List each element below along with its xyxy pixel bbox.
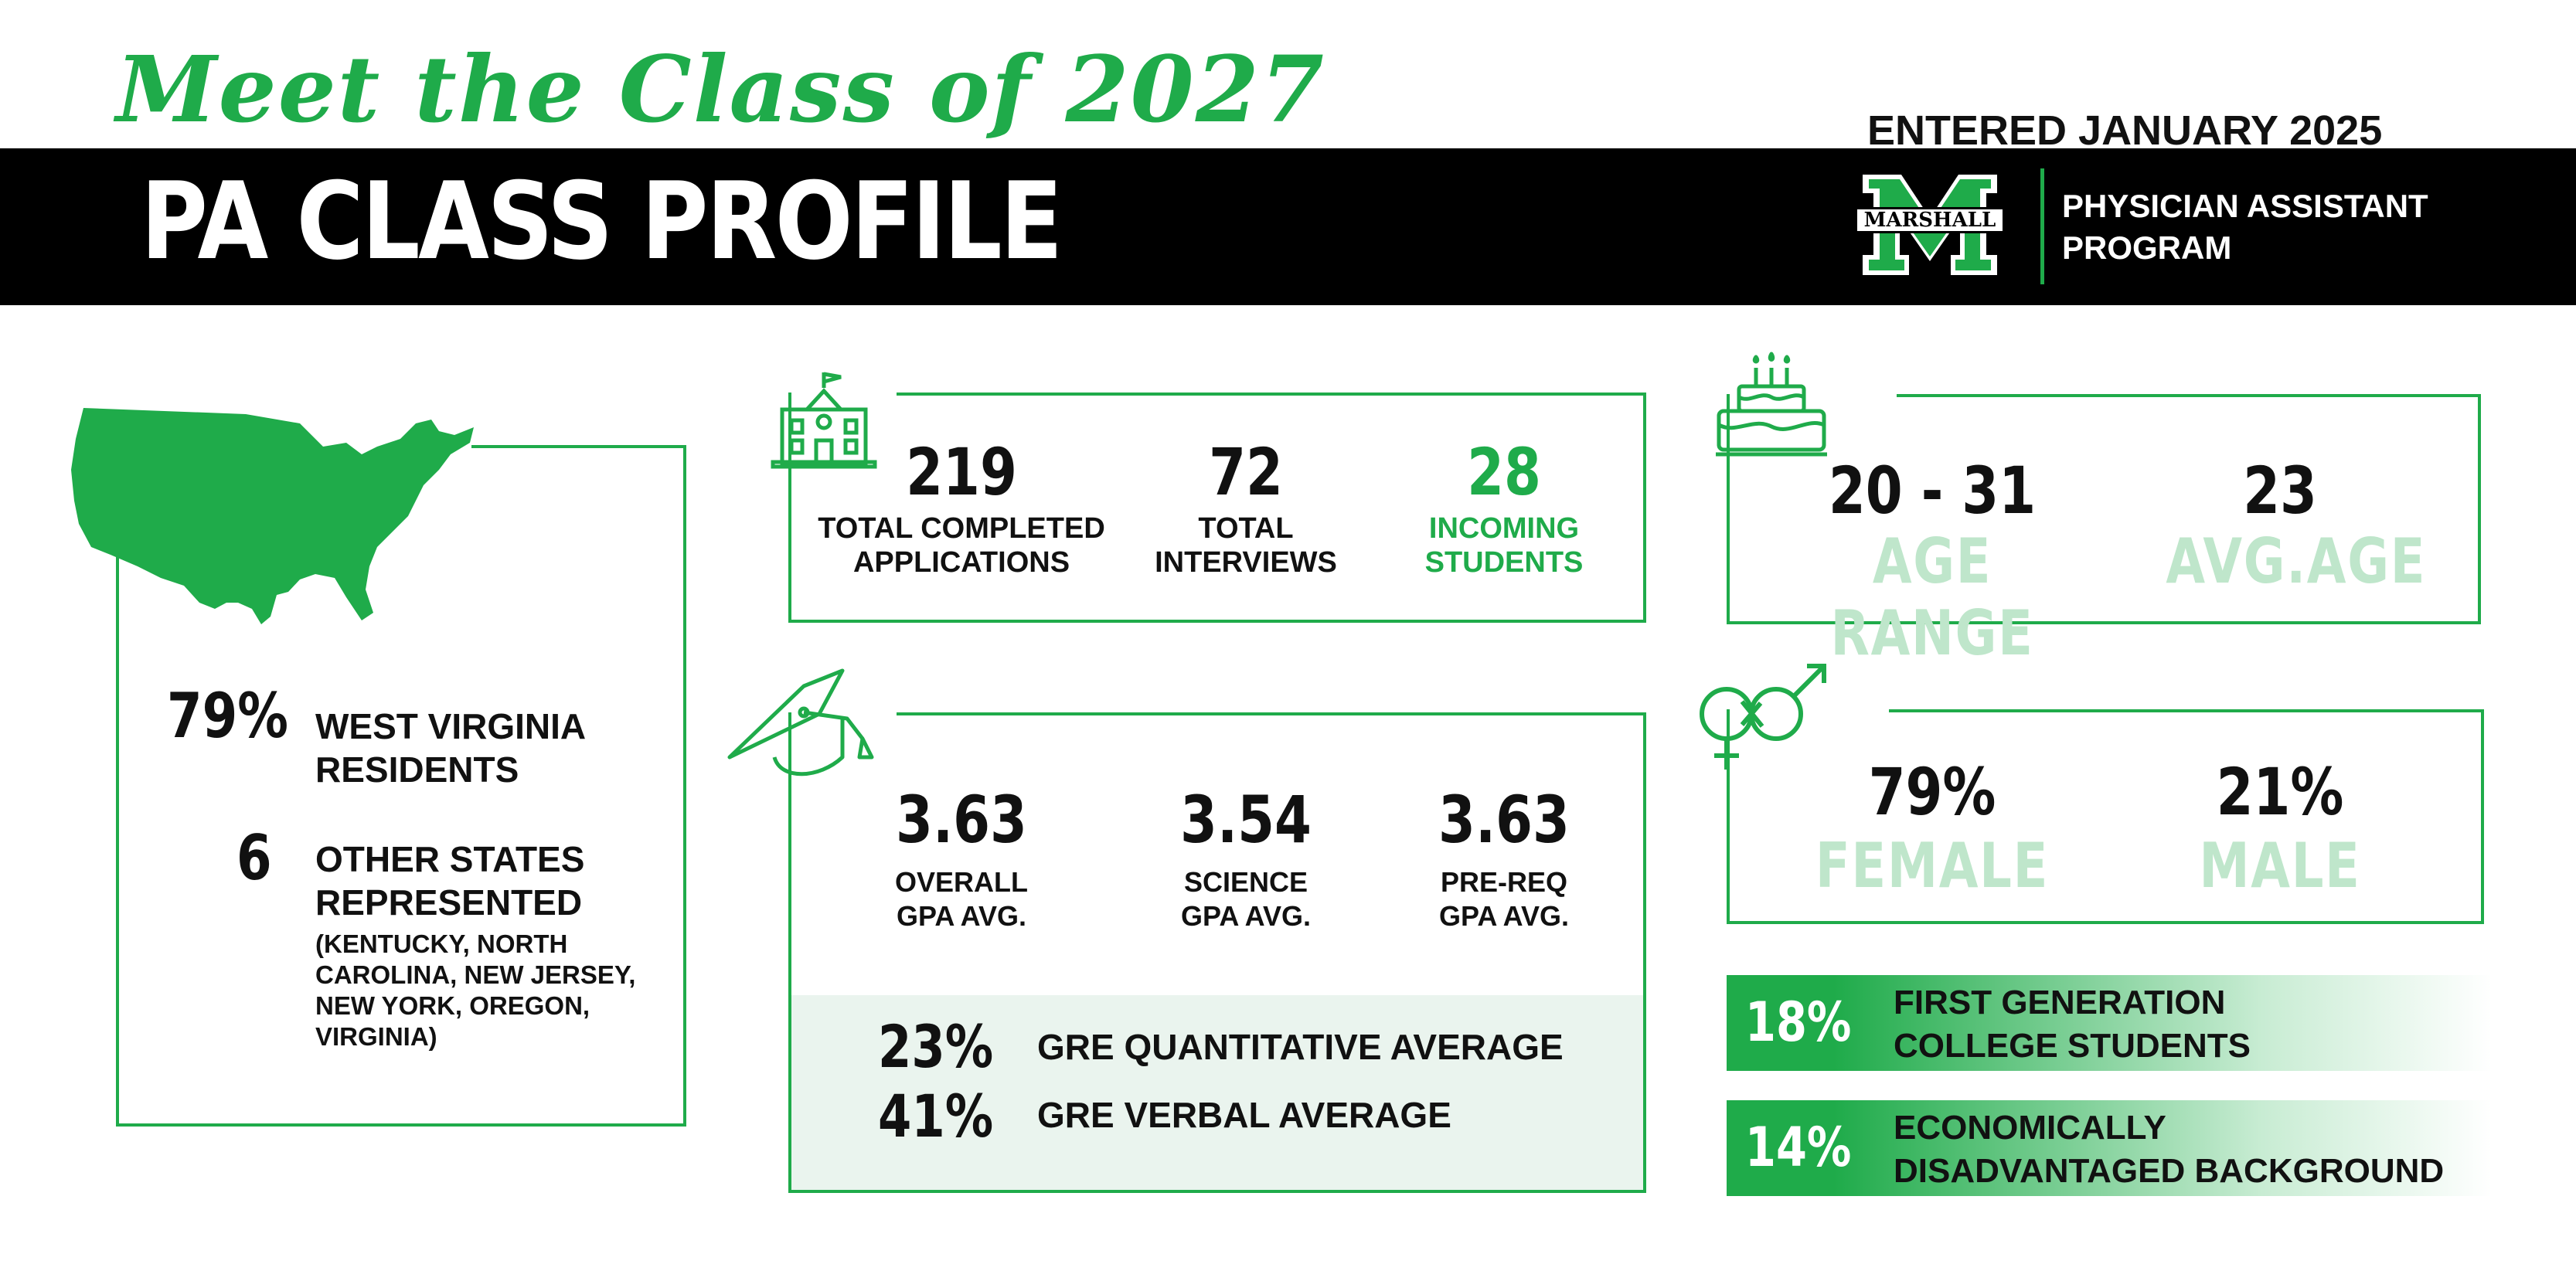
econ-line1: ECONOMICALLY — [1894, 1109, 2166, 1147]
program-name: PHYSICIAN ASSISTANT PROGRAM — [2062, 185, 2428, 269]
completed-label-line2: APPLICATIONS — [852, 546, 1070, 579]
birthday-cake-icon — [1713, 346, 1830, 462]
logo-text: MARSHALL — [1864, 209, 1996, 232]
applications-box — [788, 393, 1646, 623]
entered-date: ENTERED JANUARY 2025 — [1867, 107, 2383, 154]
overall-gpa-value: 3.63 — [896, 782, 1027, 858]
gender-box-top — [1889, 709, 2484, 712]
prereq-gpa-label: PRE-REQ GPA AVG. — [1365, 865, 1643, 933]
interviews-label-line2: INTERVIEWS — [1155, 546, 1337, 579]
first-gen-line2: COLLEGE STUDENTS — [1894, 1027, 2251, 1065]
incoming-students-label: INCOMING STUDENTS — [1365, 511, 1643, 579]
gender-box — [1727, 709, 2484, 924]
prereq-label-line2: GPA AVG. — [1438, 900, 1569, 932]
graduation-cap-icon — [727, 664, 889, 788]
states-line1: (KENTUCKY, NORTH — [315, 929, 568, 958]
gre-verbal-value: 41% — [878, 1082, 994, 1150]
age-box-top — [1897, 394, 2481, 397]
other-label-line2: REPRESENTED — [315, 882, 583, 923]
other-label-line1: OTHER STATES — [315, 839, 585, 879]
page-title: PA CLASS PROFILE — [141, 159, 1063, 284]
overall-label-line1: OVERALL — [894, 866, 1028, 898]
gre-verbal-label: GRE VERBAL AVERAGE — [1037, 1095, 1451, 1135]
marshall-logo: MARSHALL — [1855, 170, 2005, 280]
completed-applications-value: 219 — [906, 434, 1017, 510]
gender-icon — [1693, 660, 1855, 776]
gre-quant-value: 23% — [878, 1012, 994, 1081]
program-line2: PROGRAM — [2062, 229, 2232, 266]
wv-percent: 79% — [167, 680, 289, 752]
male-label: MALE — [2199, 830, 2361, 902]
econ-line2: DISADVANTAGED BACKGROUND — [1894, 1152, 2445, 1190]
incoming-students-value: 28 — [1467, 434, 1541, 510]
logo-divider — [2040, 168, 2044, 284]
interviews-value: 72 — [1209, 434, 1283, 510]
wv-label-line2: RESIDENTS — [315, 749, 519, 790]
incoming-label-line1: INCOMING — [1428, 512, 1580, 545]
wv-label: WEST VIRGINIA RESIDENTS — [315, 705, 586, 791]
econ-percent: 14% — [1745, 1116, 1852, 1179]
script-title: Meet the Class of 2027 — [116, 36, 1325, 143]
other-states-label: OTHER STATES REPRESENTED — [315, 838, 584, 924]
prereq-label-line1: PRE-REQ — [1440, 866, 1568, 898]
age-box — [1727, 394, 2481, 624]
residency-box — [116, 445, 686, 1127]
wv-label-line1: WEST VIRGINIA — [315, 706, 587, 746]
states-line4: VIRGINIA) — [315, 1022, 437, 1051]
gre-quant-label: GRE QUANTITATIVE AVERAGE — [1037, 1027, 1564, 1067]
residency-box-top — [471, 445, 686, 448]
age-range-value: 20 - 31 — [1828, 453, 2037, 528]
states-line2: CAROLINA, NEW JERSEY, — [315, 960, 636, 989]
econ-bar — [1727, 1100, 2492, 1196]
states-line3: NEW YORK, OREGON, — [315, 991, 590, 1020]
prereq-gpa-value: 3.63 — [1438, 782, 1570, 858]
female-percent-value: 79% — [1868, 754, 1996, 830]
science-gpa-label: SCIENCE GPA AVG. — [1107, 865, 1385, 933]
first-gen-line1: FIRST GENERATION — [1894, 984, 2226, 1021]
usa-map-icon — [68, 400, 478, 632]
first-gen-percent: 18% — [1745, 991, 1852, 1054]
science-label-line1: SCIENCE — [1183, 866, 1308, 898]
interviews-label-line1: TOTAL — [1198, 512, 1294, 545]
gpa-box-top — [897, 712, 1646, 715]
incoming-label-line2: STUDENTS — [1424, 546, 1584, 579]
applications-box-top — [897, 393, 1646, 396]
completed-applications-label: TOTAL COMPLETED APPLICATIONS — [807, 511, 1116, 579]
header-band — [0, 148, 2576, 305]
other-states-count: 6 — [237, 822, 272, 894]
first-gen-label: FIRST GENERATION COLLEGE STUDENTS — [1894, 981, 2251, 1068]
completed-label-line1: TOTAL COMPLETED — [818, 512, 1105, 545]
first-gen-bar — [1727, 975, 2492, 1071]
science-gpa-value: 3.54 — [1180, 782, 1312, 858]
interviews-label: TOTAL INTERVIEWS — [1107, 511, 1385, 579]
overall-gpa-label: OVERALL GPA AVG. — [822, 865, 1101, 933]
avg-age-value: 23 — [2243, 453, 2317, 528]
program-line1: PHYSICIAN ASSISTANT — [2062, 188, 2428, 224]
female-label: FEMALE — [1815, 830, 2050, 902]
male-percent-value: 21% — [2216, 754, 2344, 830]
avg-age-label: AVG.AGE — [2166, 525, 2427, 597]
age-range-label: AGE RANGE — [1830, 525, 2034, 669]
gpa-box — [788, 712, 1646, 1193]
econ-label: ECONOMICALLY DISADVANTAGED BACKGROUND — [1894, 1106, 2444, 1193]
overall-label-line2: GPA AVG. — [896, 900, 1026, 932]
other-states-list: (KENTUCKY, NORTH CAROLINA, NEW JERSEY, N… — [315, 929, 635, 1052]
science-label-line2: GPA AVG. — [1180, 900, 1311, 932]
gre-panel — [791, 995, 1643, 1190]
school-icon — [768, 369, 880, 470]
